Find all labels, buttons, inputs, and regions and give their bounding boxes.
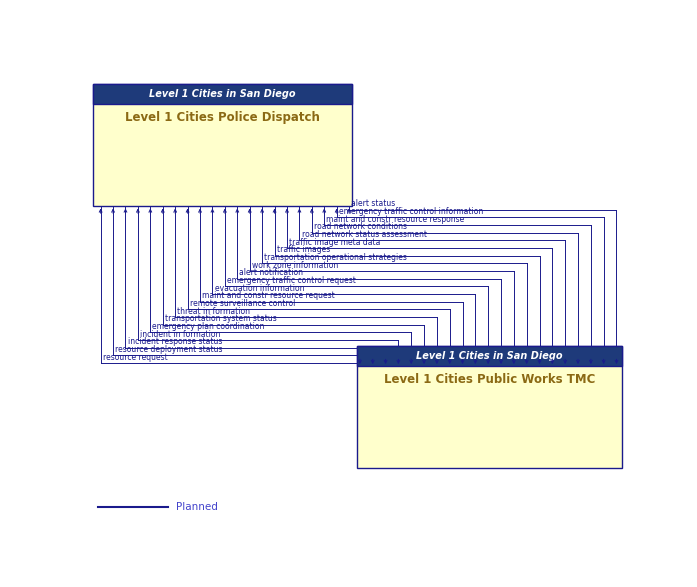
Text: evacuation information: evacuation information <box>215 284 304 292</box>
Text: resource deployment status: resource deployment status <box>115 345 223 354</box>
Bar <box>93 84 352 206</box>
Text: traffic images: traffic images <box>277 245 330 254</box>
Bar <box>358 346 622 468</box>
Text: transportation operational strategies: transportation operational strategies <box>264 253 407 262</box>
Text: Level 1 Cities in San Diego: Level 1 Cities in San Diego <box>416 352 563 362</box>
Text: traffic image meta data: traffic image meta data <box>289 238 381 247</box>
Text: resource request: resource request <box>102 353 167 362</box>
Text: Planned: Planned <box>176 502 218 512</box>
Text: maint and constr resource response: maint and constr resource response <box>326 215 465 224</box>
Text: Level 1 Cities Public Works TMC: Level 1 Cities Public Works TMC <box>384 373 595 386</box>
Bar <box>358 346 622 366</box>
Text: threat in formation: threat in formation <box>177 306 250 316</box>
Text: maint and constr resource request: maint and constr resource request <box>202 291 335 300</box>
Text: alert status: alert status <box>351 200 395 208</box>
Text: road network conditions: road network conditions <box>314 222 407 231</box>
Text: emergency traffic control information: emergency traffic control information <box>339 207 483 216</box>
Text: transportation system status: transportation system status <box>165 314 277 323</box>
Text: incident in formation: incident in formation <box>140 329 220 339</box>
Text: work zone information: work zone information <box>252 261 338 269</box>
Text: Level 1 Cities Police Dispatch: Level 1 Cities Police Dispatch <box>125 111 320 124</box>
Text: road network status assessment: road network status assessment <box>302 230 427 239</box>
Text: remote surveillance control: remote surveillance control <box>190 299 295 308</box>
Text: incident response status: incident response status <box>128 337 222 346</box>
Text: Level 1 Cities in San Diego: Level 1 Cities in San Diego <box>149 89 296 99</box>
Bar <box>93 84 352 104</box>
Text: emergency plan coordination: emergency plan coordination <box>153 322 265 331</box>
Text: emergency traffic control request: emergency traffic control request <box>227 276 356 285</box>
Text: alert notification: alert notification <box>240 268 303 277</box>
